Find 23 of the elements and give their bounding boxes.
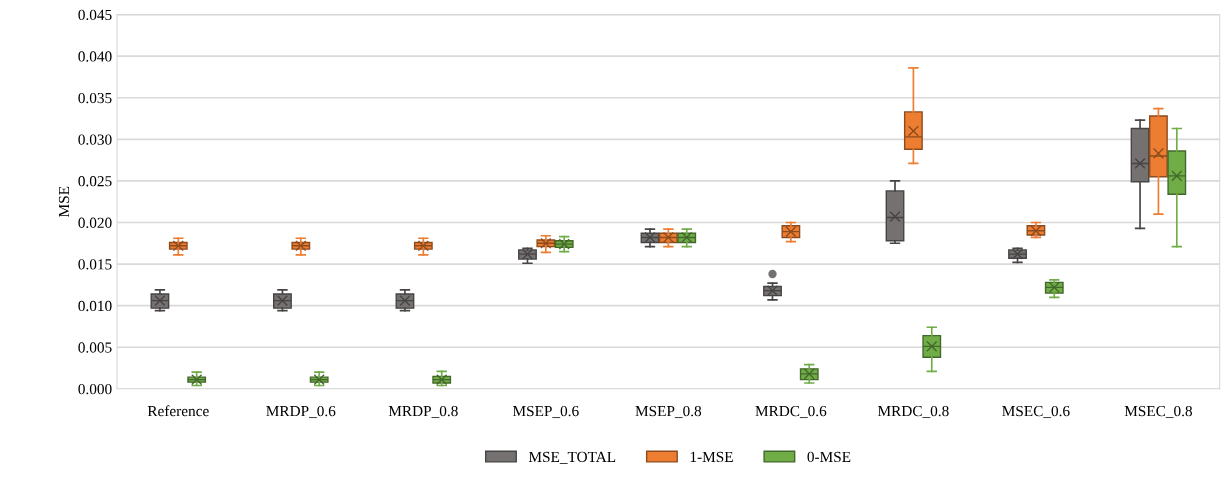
y-tick-label: 0.020 (78, 217, 112, 228)
legend-label: MSE_TOTAL (528, 451, 616, 464)
y-tick-label: 0.000 (78, 383, 112, 395)
y-axis-title: MSE (58, 186, 70, 217)
y-tick-label: 0.025 (78, 176, 112, 187)
x-tick-label: MRDP_0.6 (266, 405, 336, 419)
x-tick-label: MRDC_0.6 (755, 405, 827, 419)
x-tick-label: MSEC_0.8 (1124, 405, 1193, 419)
x-tick-label: MSEC_0.6 (1002, 405, 1070, 419)
y-tick-label: 0.045 (78, 9, 112, 21)
legend-label: 1-MSE (690, 451, 733, 463)
x-tick-label: Reference (147, 405, 209, 417)
y-tick-label: 0.030 (78, 134, 112, 145)
y-tick-label: 0.005 (78, 342, 112, 353)
y-tick-label: 0.010 (78, 300, 112, 312)
x-tick-label: MRDP_0.8 (388, 405, 458, 419)
x-tick-label: MSEP_0.8 (635, 405, 702, 419)
x-tick-label: MRDC_0.8 (877, 405, 949, 419)
y-tick-label: 0.035 (78, 92, 112, 104)
x-tick-label: MSEP_0.6 (512, 405, 579, 419)
legend-label: 0-MSE (807, 451, 851, 463)
y-tick-label: 0.040 (78, 51, 112, 62)
y-tick-label: 0.015 (78, 259, 112, 270)
